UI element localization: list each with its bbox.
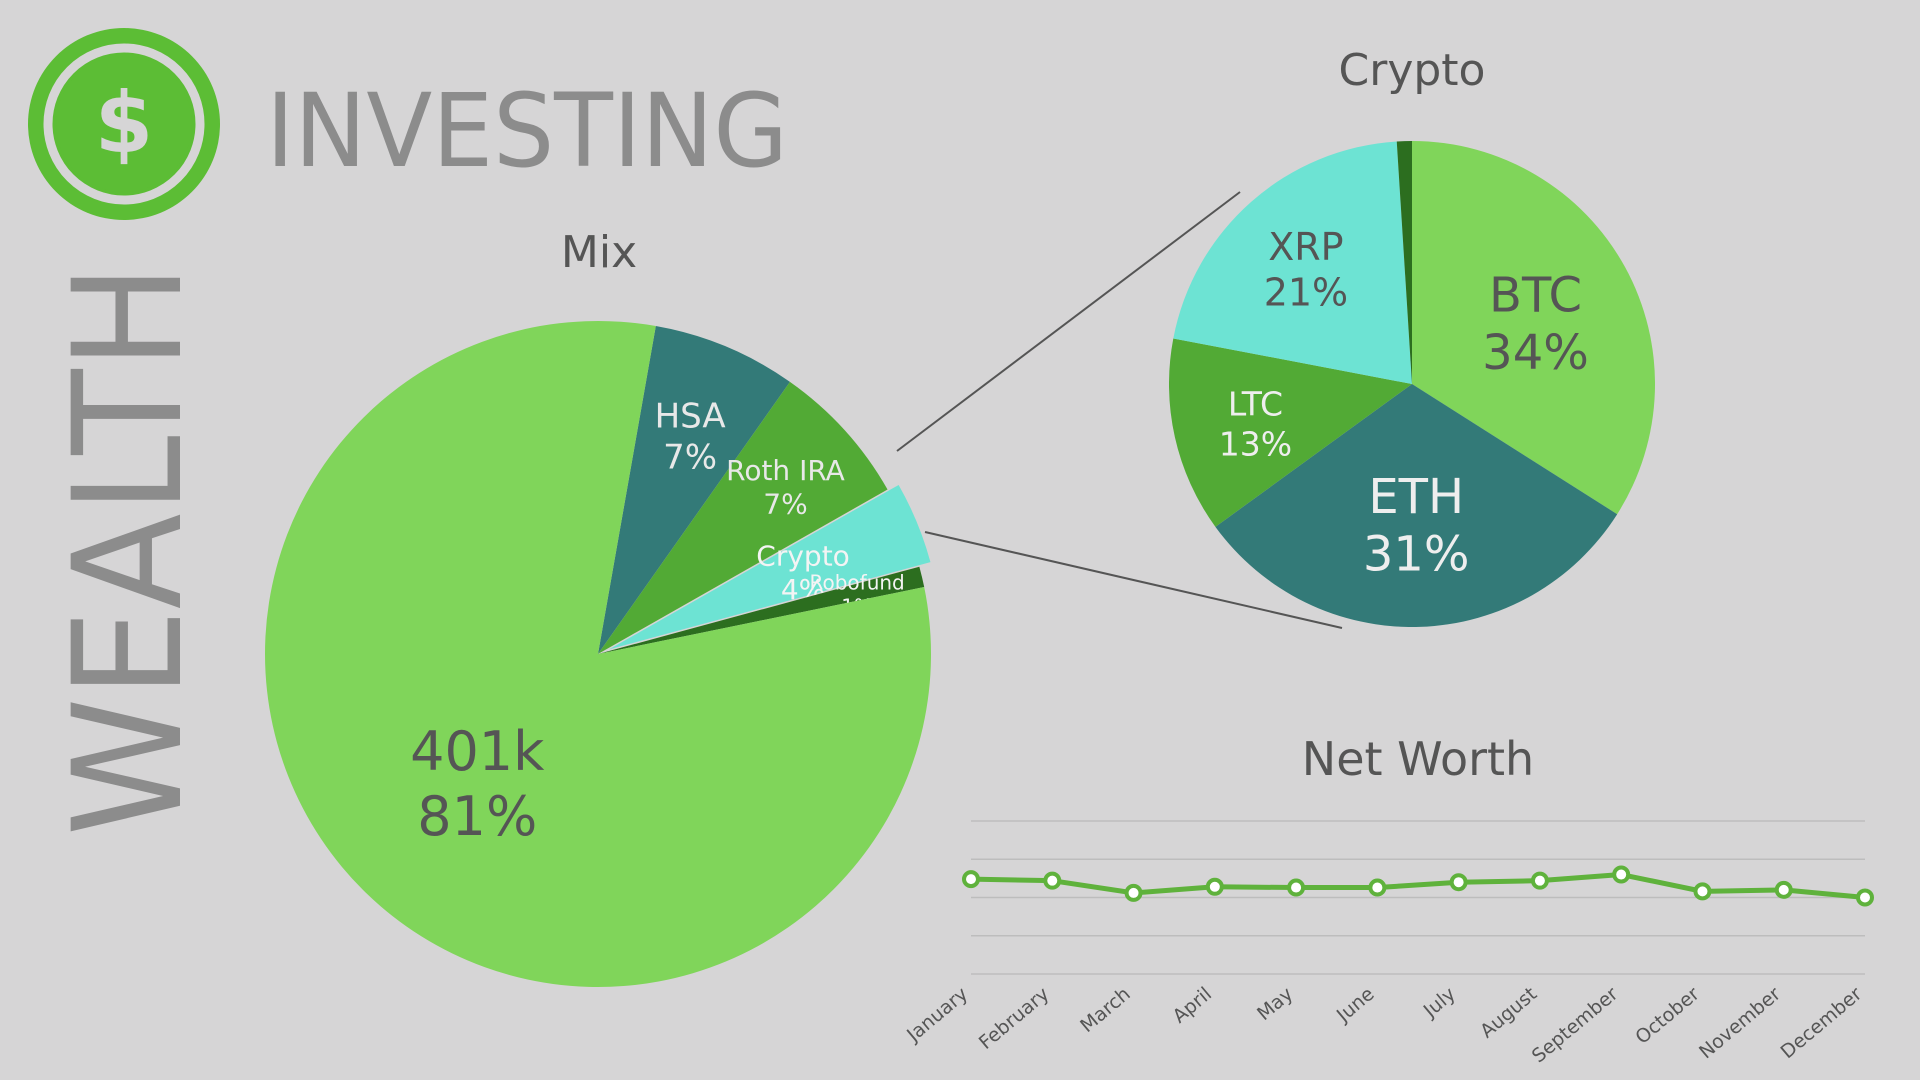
mix-label-roth-ira: Roth IRA (726, 454, 845, 487)
networth-point-august (1530, 871, 1549, 890)
x-tick-may: May (1253, 983, 1297, 1025)
networth-point-june (1368, 878, 1387, 897)
x-tick-september: September (1528, 983, 1623, 1067)
x-tick-december: December (1777, 983, 1867, 1063)
mix-value-401k: 81% (417, 785, 537, 848)
networth-point-april (1205, 877, 1224, 896)
mix-slice-401k (264, 320, 931, 988)
crypto-label-ltc: LTC (1228, 385, 1283, 424)
mix-label-401k: 401k (410, 720, 545, 783)
mix-value-roth-ira: 7% (763, 487, 807, 520)
crypto-value-xrp: 21% (1264, 270, 1348, 314)
x-tick-february: February (975, 983, 1054, 1054)
networth-chart-title: Net Worth (1302, 732, 1534, 786)
crypto-chart-title: Crypto (1339, 45, 1486, 96)
networth-point-march (1124, 883, 1143, 902)
connector-line-top (896, 191, 1241, 452)
networth-point-may (1287, 878, 1306, 897)
brand-vertical-word: WEALTH (42, 264, 216, 836)
networth-point-september (1612, 865, 1631, 884)
networth-point-february (1043, 871, 1062, 890)
mix-chart-title: Mix (561, 227, 637, 278)
mix-label-robofund: Robofund (810, 570, 905, 594)
mix-slice-crypto (609, 484, 931, 650)
mix-slice-robofund (598, 566, 925, 654)
networth-point-july (1449, 873, 1468, 892)
mix-slice-hsa (598, 326, 790, 654)
x-tick-november: November (1695, 983, 1785, 1064)
x-tick-august: August (1476, 983, 1541, 1043)
networth-line-chart: January February March April May June July Augu… (902, 820, 1874, 1067)
networth-point-december (1856, 888, 1874, 907)
x-tick-january: January (902, 983, 972, 1047)
logo-glyph: $ (95, 74, 153, 172)
crypto-label-xrp: XRP (1268, 225, 1343, 269)
crypto-slice-xrp (1173, 141, 1412, 384)
mix-label-crypto: Crypto (756, 539, 850, 572)
crypto-slice-ltc (1169, 338, 1412, 527)
x-tick-june: June (1332, 983, 1379, 1027)
networth-point-october (1693, 882, 1712, 901)
networth-point-november (1774, 880, 1793, 899)
x-tick-march: March (1076, 983, 1135, 1037)
crypto-label-eth: ETH (1368, 469, 1464, 525)
crypto-slice-eth (1215, 384, 1618, 627)
crypto-label-btc: BTC (1489, 267, 1582, 323)
crypto-value-ltc: 13% (1219, 424, 1292, 463)
crypto-value-eth: 31% (1363, 526, 1470, 582)
brand-main-word: INVESTING (266, 72, 788, 191)
crypto-value-btc: 34% (1482, 325, 1589, 381)
crypto-slice-other (1396, 141, 1412, 384)
mix-label-hsa: HSA (655, 397, 726, 437)
dollar-sign-icon: $ (28, 28, 220, 220)
x-tick-october: October (1631, 983, 1704, 1049)
mix-value-hsa: 7% (663, 437, 717, 477)
mix-slice-roth-ira (598, 381, 888, 654)
connector-line-bottom (924, 531, 1343, 629)
networth-series-line (970, 872, 1866, 900)
x-tick-july: July (1419, 983, 1460, 1022)
crypto-slice-btc (1412, 141, 1655, 515)
networth-point-january (962, 870, 980, 889)
x-tick-april: April (1169, 983, 1216, 1028)
